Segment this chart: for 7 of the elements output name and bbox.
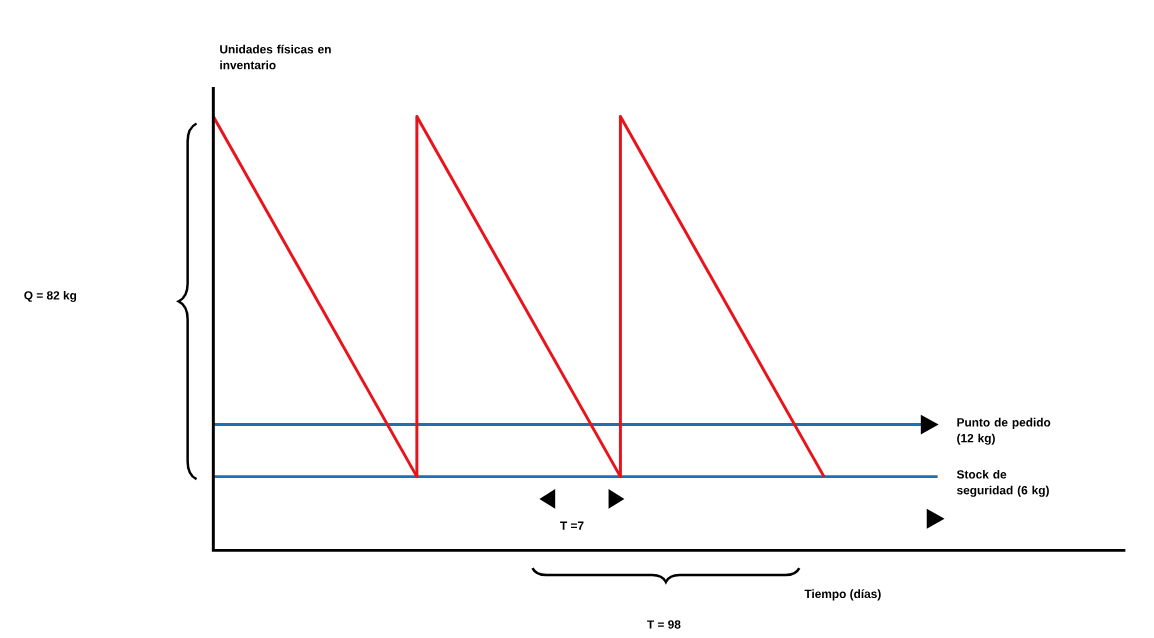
text: Q = 82 kg (24, 290, 77, 302)
text: T = 98 (647, 620, 681, 629)
ref-line-label: Stock de seguridad (6 kg) (956, 469, 1049, 497)
annotation: T =7 (560, 521, 584, 530)
x-axis-title: Tiempo (días) (804, 589, 881, 601)
y-axis-title: Unidades físicas en inventario (220, 44, 331, 70)
ref-line-label: Punto de pedido (12 kg) (957, 417, 1051, 445)
